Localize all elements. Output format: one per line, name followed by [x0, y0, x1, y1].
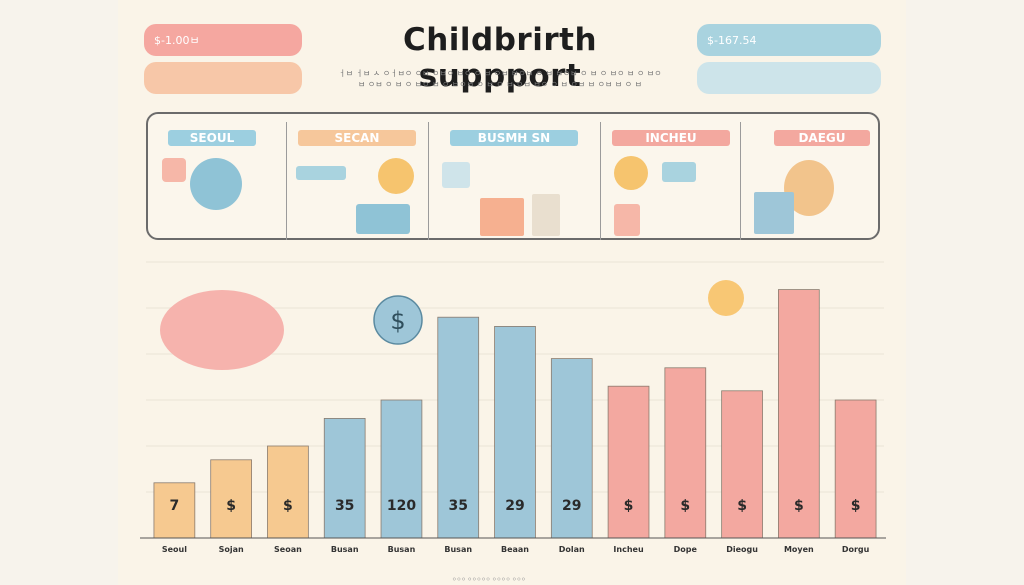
bar-5	[380, 399, 423, 539]
family-photo-icon	[442, 162, 470, 188]
bar-value-label-13: $	[851, 498, 861, 514]
footer-note: ㅇㅇㅇ ㅇㅇㅇㅇㅇ ㅇㅇㅇㅇ ㅇㅇㅇ	[452, 577, 526, 583]
bar-3	[267, 445, 309, 539]
sun-decoration-icon	[708, 280, 744, 316]
bar-value-label-11: $	[737, 498, 747, 514]
x-tick-label-10: Dope	[674, 545, 698, 554]
top-right-stat-text: $-167.54	[707, 33, 757, 47]
top-right-stat-pill: $-167.54	[697, 24, 881, 56]
sun-coin-icon	[614, 156, 648, 190]
top-left-stat-text: $-1.00ㅂ	[154, 34, 200, 47]
city-label-4: INCHEU	[612, 130, 730, 146]
city-cell-1: SEOUL	[148, 122, 287, 240]
bar-11	[721, 390, 763, 539]
x-tick-label-11: Dieogu	[726, 545, 758, 554]
x-tick-label-1: Seoul	[162, 545, 187, 554]
bar-6	[437, 316, 480, 539]
bar-value-label-6: 35	[448, 498, 467, 514]
child-photo-icon	[614, 204, 640, 236]
subtitle-line-1: ㅓㅂ ㅓㅂ ㅅ ㅇㅓㅂㅇ ㅇㅂ ㅇㅂㅇ ㅂㅇ ㅇ ㅂ ㅇㅂ ㅂㅇㅂ ㅇ ㅂ ㅂㅇ…	[338, 69, 662, 78]
money-stack-icon	[356, 204, 410, 234]
svg-text:$: $	[390, 307, 405, 335]
x-tick-label-2: Sojan	[219, 545, 244, 554]
city-cell-3: BUSMH SN	[428, 122, 601, 240]
bar-value-label-12: $	[794, 498, 804, 514]
teddy-bear-icon	[190, 158, 242, 210]
chart-title: Childbrirth suppport	[402, 22, 598, 94]
coin-icon	[378, 158, 414, 194]
bar-value-label-5: 120	[387, 498, 416, 514]
chart-x-ticks: Seoul Sojan Seoan Busan Busan Busan Beaan Dolan…	[162, 545, 870, 554]
city-label-5: DAEGU	[774, 130, 870, 146]
cloud-decoration-icon	[160, 290, 284, 370]
bar-value-label-8: 29	[562, 498, 581, 514]
city-cell-5: DAEGU	[740, 122, 880, 240]
city-label-1: SEOUL	[168, 130, 256, 146]
bar-value-label-2: $	[226, 498, 236, 514]
chart-labels: 7 $ $35 120 35 29 29 $ $ $ $ $	[170, 498, 861, 514]
x-tick-label-8: Dolan	[559, 545, 585, 554]
city-cell-4: INCHEU	[600, 122, 741, 240]
city-label-3: BUSMH SN	[450, 130, 578, 146]
coin-stack-icon	[532, 194, 560, 236]
baby-photo-icon	[162, 158, 186, 182]
bar-value-label-10: $	[680, 498, 690, 514]
bar-7	[494, 325, 536, 539]
bar-value-label-7: 29	[505, 498, 524, 514]
bar-value-label-9: $	[624, 498, 634, 514]
lower-right-stat-pill	[697, 62, 881, 94]
top-left-stat-pill: $-1.00ㅂ	[144, 24, 302, 56]
document-icon	[662, 162, 696, 182]
city-label-2: SECAN	[298, 130, 416, 146]
x-tick-label-9: Incheu	[613, 545, 644, 554]
blocks-icon	[754, 192, 794, 234]
bar-value-label-4: 35	[335, 498, 354, 514]
city-panels-strip: SEOUL SECAN BUSMH SN INCHEU DAEGU	[146, 112, 880, 240]
bar-9	[607, 385, 650, 539]
bar-value-label-3: $	[283, 498, 293, 514]
x-tick-label-7: Beaan	[501, 545, 529, 554]
subtitle-line-2: ㅂ ㅇㅂ ㅇ ㅂ ㅇ ㅂㅇ ㅂ ㅇ ㅂㅇㅂ ㅇ ㅂ ㅇ ㅂ ㅇㅂ ㅂㅇ ㅇ ㅂ …	[357, 80, 643, 89]
city-cell-2: SECAN	[286, 122, 429, 240]
x-tick-label-5: Busan	[388, 545, 416, 554]
chart-bars	[153, 289, 877, 539]
bar-2	[210, 459, 252, 539]
x-tick-label-4: Busan	[331, 545, 359, 554]
dollar-badge-icon: $	[373, 295, 423, 345]
bar-13	[834, 399, 877, 539]
lower-left-stat-pill	[144, 62, 302, 94]
x-tick-label-6: Busan	[444, 545, 472, 554]
book-stack-icon	[480, 198, 524, 236]
bar-value-label-1: 7	[170, 498, 180, 514]
bar-12	[778, 289, 820, 539]
bar-4	[323, 417, 366, 539]
banknote-icon	[296, 166, 346, 180]
x-tick-label-12: Moyen	[784, 545, 814, 554]
x-tick-label-3: Seoan	[274, 545, 302, 554]
chart-subtitle: ㅓㅂ ㅓㅂ ㅅ ㅇㅓㅂㅇ ㅇㅂ ㅇㅂㅇ ㅂㅇ ㅇ ㅂ ㅇㅂ ㅂㅇㅂ ㅇ ㅂ ㅂㅇ…	[320, 68, 680, 90]
x-tick-label-13: Dorgu	[842, 545, 870, 554]
bar-8	[550, 358, 593, 539]
